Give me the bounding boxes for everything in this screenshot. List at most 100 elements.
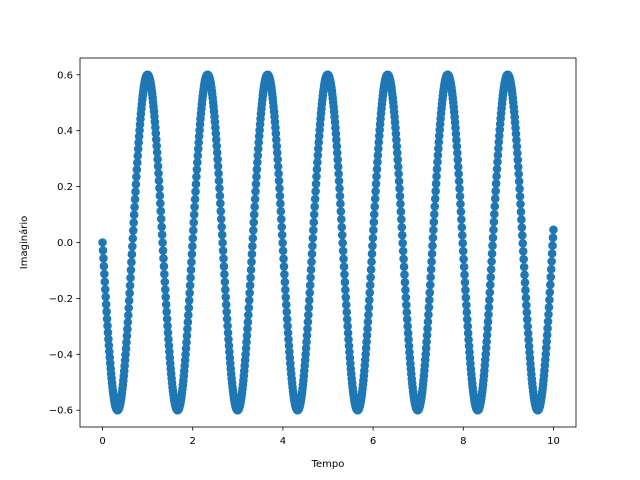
data-point xyxy=(365,280,375,290)
data-point xyxy=(370,194,380,204)
data-point xyxy=(212,148,222,157)
data-point xyxy=(433,150,443,160)
data-point xyxy=(516,199,525,209)
data-point xyxy=(464,341,474,351)
data-point xyxy=(462,315,472,324)
data-point xyxy=(126,265,136,275)
data-point xyxy=(333,162,343,171)
data-point xyxy=(490,209,499,219)
data-point xyxy=(313,151,323,160)
x-tick-label: 4 xyxy=(280,436,286,447)
data-point xyxy=(434,137,444,147)
data-point xyxy=(243,324,252,334)
data-point xyxy=(152,141,162,151)
data-point xyxy=(281,300,291,310)
data-point xyxy=(250,194,260,204)
data-point xyxy=(219,262,229,271)
data-point xyxy=(186,273,195,283)
data-point xyxy=(512,135,521,145)
data-point xyxy=(403,322,412,331)
data-point xyxy=(451,129,461,139)
data-point xyxy=(493,150,503,160)
data-point xyxy=(275,184,284,193)
data-point xyxy=(402,307,412,317)
data-point xyxy=(224,335,233,344)
data-point xyxy=(523,328,533,338)
data-point xyxy=(519,262,529,272)
data-point xyxy=(452,142,462,151)
data-point xyxy=(245,288,254,298)
data-point xyxy=(334,169,343,179)
data-point xyxy=(125,288,134,298)
data-point xyxy=(333,155,343,164)
data-point xyxy=(400,278,410,287)
data-point xyxy=(253,151,263,160)
data-point xyxy=(223,328,233,338)
data-point xyxy=(241,344,251,353)
data-point xyxy=(284,341,294,351)
data-point xyxy=(284,335,293,344)
data-point xyxy=(127,250,137,259)
data-point xyxy=(522,300,531,310)
data-point xyxy=(431,179,441,188)
data-point xyxy=(101,300,111,309)
data-point xyxy=(332,141,342,151)
data-point xyxy=(303,317,313,327)
data-point xyxy=(250,202,259,212)
data-point xyxy=(184,310,193,320)
data-point xyxy=(187,249,197,259)
data-point xyxy=(371,179,381,189)
data-point xyxy=(98,246,108,255)
data-point xyxy=(151,135,161,144)
data-point xyxy=(218,246,228,255)
data-point xyxy=(430,209,439,219)
y-tick-label: 0.2 xyxy=(57,182,73,193)
data-point xyxy=(334,176,344,186)
data-point xyxy=(305,280,315,290)
data-point xyxy=(100,269,109,279)
data-point xyxy=(361,343,371,353)
data-point xyxy=(488,233,498,243)
data-point xyxy=(307,257,316,267)
data-point xyxy=(457,230,467,240)
data-point xyxy=(188,234,198,243)
data-point xyxy=(514,169,523,179)
data-point xyxy=(303,324,312,334)
data-point xyxy=(99,261,109,271)
data-point xyxy=(157,222,166,232)
data-point xyxy=(515,192,525,201)
data-point xyxy=(184,296,194,305)
data-point xyxy=(462,308,472,317)
data-point xyxy=(332,148,342,158)
data-point xyxy=(275,191,285,201)
data-point xyxy=(372,164,382,174)
data-point xyxy=(337,214,346,224)
data-point xyxy=(131,179,141,189)
data-point xyxy=(524,341,534,351)
data-point xyxy=(246,265,256,275)
data-point xyxy=(520,270,529,280)
data-point xyxy=(341,293,351,302)
x-tick-label: 2 xyxy=(190,436,196,447)
data-point xyxy=(276,199,285,208)
data-point xyxy=(341,285,350,295)
data-point xyxy=(193,144,203,154)
data-point xyxy=(103,321,112,331)
data-point xyxy=(335,191,345,201)
data-point xyxy=(161,292,171,302)
data-point xyxy=(515,184,524,194)
data-point xyxy=(309,218,319,227)
data-point xyxy=(460,278,470,287)
data-point xyxy=(424,310,433,320)
data-point xyxy=(213,162,223,171)
data-point xyxy=(393,155,403,165)
y-tick-label: 0.0 xyxy=(57,238,73,249)
data-point xyxy=(427,249,437,259)
data-point xyxy=(125,281,135,290)
data-point xyxy=(306,273,315,282)
data-point xyxy=(367,257,376,267)
data-point xyxy=(429,225,438,235)
data-point xyxy=(301,344,311,353)
data-point xyxy=(459,262,469,272)
